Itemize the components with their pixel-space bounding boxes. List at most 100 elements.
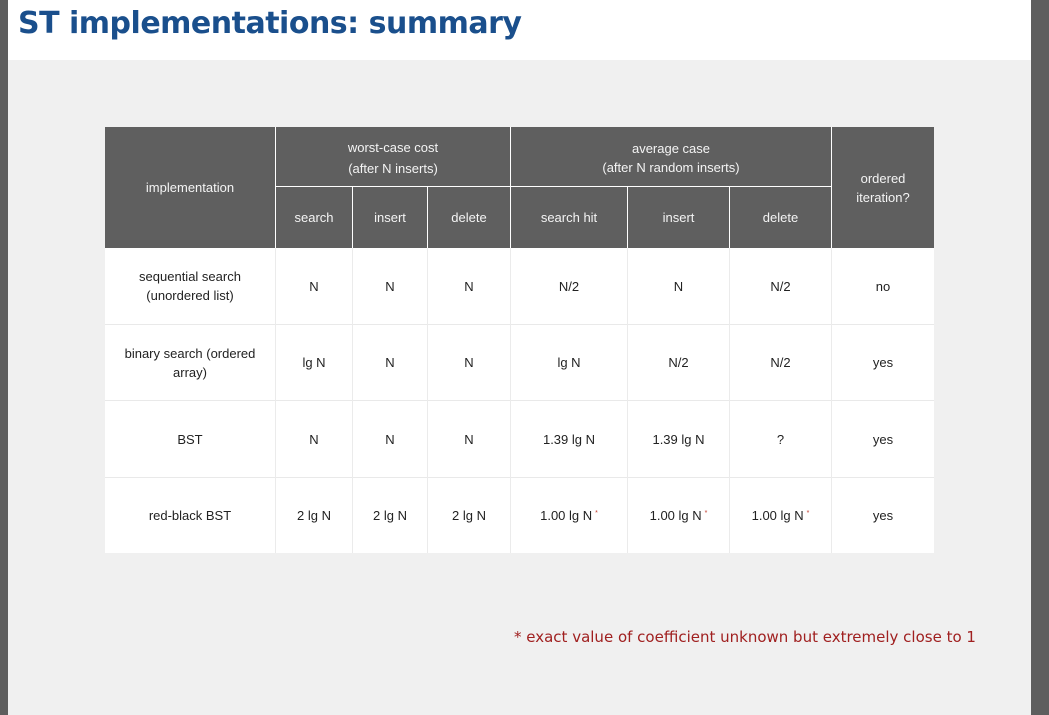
row-4-avg-insert: 1.00 lg N * — [628, 478, 729, 553]
row-4-insert-value: 2 lg N — [373, 508, 407, 523]
row-4-avg-delete-value: 1.00 lg N — [751, 508, 804, 523]
row-4-search-hit-value: 1.00 lg N — [540, 508, 593, 523]
row-4-delete: 2 lg N — [428, 478, 510, 553]
header-divider — [427, 187, 428, 248]
table-header — [105, 127, 934, 248]
subheader-search-hit: search hit — [511, 187, 627, 248]
row-2-avg-delete-value: N/2 — [770, 355, 791, 370]
column-divider — [510, 248, 511, 553]
header-ordered-line2: iteration? — [856, 189, 910, 205]
title-bar: ST implementations: summary — [8, 0, 1031, 60]
row-2-delete-value: N — [464, 355, 474, 370]
header-divider — [510, 127, 511, 248]
column-divider — [627, 248, 628, 553]
table-row-1-implementation: sequential search (unordered list) — [105, 248, 275, 324]
row-2-search-hit-value: lg N — [557, 355, 581, 370]
header-average-case-line2: (after N random inserts) — [602, 159, 740, 175]
column-divider — [352, 248, 353, 553]
table-row-2-implementation: binary search (ordered array) — [105, 325, 275, 400]
row-1-avg-delete-value: N/2 — [770, 278, 791, 294]
header-implementation-label: implementation — [145, 180, 235, 195]
row-2-insert-value: N — [385, 355, 395, 370]
row-4-search-hit: 1.00 lg N * — [511, 478, 627, 553]
header-divider — [352, 187, 353, 248]
row-3-avg-insert-value: 1.39 lg N — [652, 431, 705, 447]
header-divider — [831, 127, 832, 248]
subheader-search-label: search — [294, 210, 334, 225]
footnote: * exact value of coefficient unknown but… — [514, 628, 976, 646]
row-4-avg-insert-value: 1.00 lg N — [649, 508, 702, 523]
header-implementation: implementation — [105, 127, 275, 248]
row-4-ordered-value: yes — [872, 508, 894, 523]
row-1-avg-insert: N — [628, 248, 729, 324]
row-1-search: N — [276, 248, 352, 324]
column-divider — [427, 248, 428, 553]
row-3-ordered: yes — [832, 401, 934, 477]
subheader-avg-insert-label: insert — [662, 210, 695, 225]
row-3-avg-delete-value: ? — [776, 431, 785, 447]
row-2-search: lg N — [276, 325, 352, 400]
row-1-search-hit-value: N/2 — [558, 278, 580, 294]
row-2-impl-line2: array) — [173, 364, 207, 380]
row-1-ordered: no — [832, 248, 934, 324]
column-divider — [275, 248, 276, 553]
subheader-search-hit-label: search hit — [540, 210, 598, 225]
header-divider — [276, 186, 831, 187]
row-1-impl-line1: sequential search — [139, 269, 241, 284]
header-ordered-line1: ordered — [860, 170, 906, 186]
row-1-insert-value: N — [385, 278, 395, 294]
header-worst-case: worst-case cost (after N inserts) — [276, 127, 510, 186]
header-average-case: average case (after N random inserts) — [511, 127, 831, 186]
header-average-case-line1: average case — [631, 140, 711, 156]
table-row-3-implementation: BST — [105, 401, 275, 477]
row-1-ordered-value: no — [875, 278, 891, 294]
row-3-insert: N — [353, 401, 427, 477]
row-2-ordered-value: yes — [872, 355, 894, 370]
row-1-insert: N — [353, 248, 427, 324]
row-divider — [105, 477, 934, 478]
row-4-insert: 2 lg N — [353, 478, 427, 553]
row-3-avg-insert: 1.39 lg N — [628, 401, 729, 477]
column-divider — [729, 248, 730, 553]
row-1-avg-delete: N/2 — [730, 248, 831, 324]
row-1-search-value: N — [309, 278, 319, 294]
page-title: ST implementations: summary — [18, 6, 522, 41]
header-divider — [729, 187, 730, 248]
row-3-ordered-value: yes — [872, 431, 894, 447]
row-3-delete-value: N — [464, 431, 474, 447]
row-2-impl-line1: binary search (ordered — [124, 345, 256, 361]
footnote-star: * — [595, 510, 598, 517]
header-ordered-iteration: ordered iteration? — [832, 127, 934, 248]
table-row-4-implementation: red-black BST — [105, 478, 275, 553]
header-divider — [275, 127, 276, 248]
row-3-insert-value: N — [385, 431, 395, 447]
subheader-avg-insert: insert — [628, 187, 729, 248]
subheader-search: search — [276, 187, 352, 248]
row-4-search: 2 lg N — [276, 478, 352, 553]
row-divider — [105, 400, 934, 401]
row-3-search: N — [276, 401, 352, 477]
row-divider — [105, 324, 934, 325]
row-4-ordered: yes — [832, 478, 934, 553]
slide: ST implementations: summary implementati… — [8, 0, 1031, 715]
subheader-avg-delete-label: delete — [762, 210, 799, 225]
subheader-delete: delete — [428, 187, 510, 248]
row-3-search-hit: 1.39 lg N — [511, 401, 627, 477]
row-2-avg-insert-value: N/2 — [668, 355, 689, 370]
row-2-ordered: yes — [832, 325, 934, 400]
subheader-insert: insert — [353, 187, 427, 248]
row-3-avg-delete: ? — [730, 401, 831, 477]
header-divider — [627, 187, 628, 248]
row-2-insert: N — [353, 325, 427, 400]
row-4-search-value: 2 lg N — [297, 508, 331, 523]
row-3-search-hit-value: 1.39 lg N — [542, 431, 596, 447]
row-1-search-hit: N/2 — [511, 248, 627, 324]
header-worst-case-line2: (after N inserts) — [348, 160, 438, 176]
row-3-search-value: N — [309, 431, 319, 447]
row-1-delete: N — [428, 248, 510, 324]
footnote-star: * — [704, 510, 708, 517]
row-3-delete: N — [428, 401, 510, 477]
summary-table: implementation worst-case cost (after N … — [105, 127, 934, 553]
column-divider — [831, 248, 832, 553]
row-4-avg-delete: 1.00 lg N * — [730, 478, 831, 553]
